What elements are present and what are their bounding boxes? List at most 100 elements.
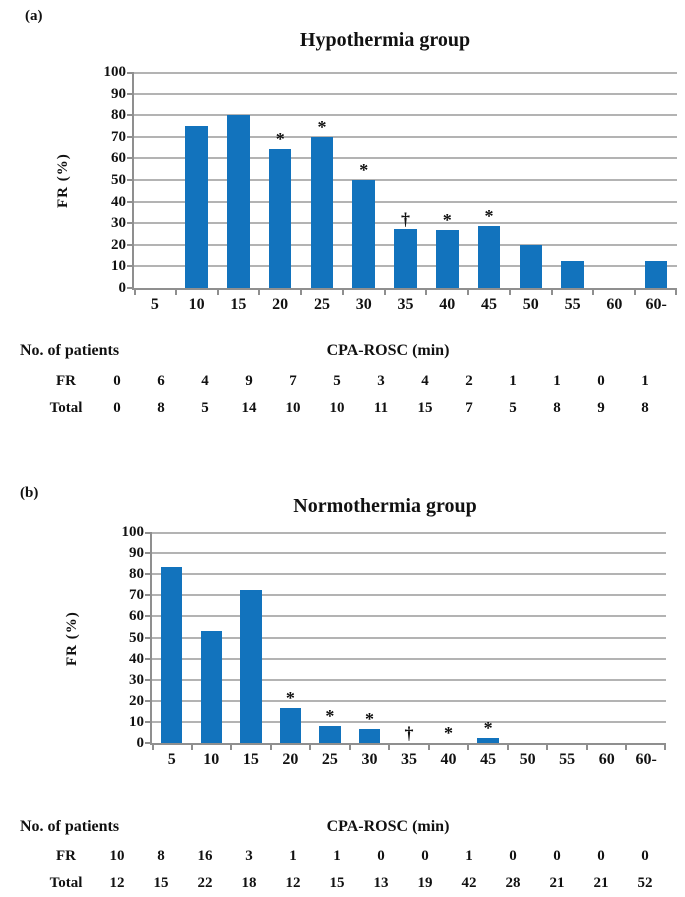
- patients-table-header: No. of patients: [20, 342, 120, 359]
- y-tick-label: 100: [103, 64, 127, 80]
- y-tick-mark: [145, 699, 152, 702]
- x-tick-label: 30: [361, 751, 378, 768]
- value-cell: 16: [197, 848, 213, 864]
- y-tick-mark: [127, 157, 134, 160]
- y-tick-label: 60: [111, 150, 126, 167]
- bar-15min: [227, 115, 250, 288]
- value-cell: 0: [641, 848, 649, 864]
- significance-asterisk: *: [317, 116, 327, 137]
- bar-40min: [435, 230, 459, 288]
- x-tick-label: 35: [397, 296, 414, 313]
- value-cell: 21: [549, 875, 565, 891]
- value-cell: 9: [597, 400, 605, 416]
- y-tick-label: 60: [129, 608, 144, 625]
- x-tick-label: 20: [272, 296, 289, 313]
- panel-normothermia: (b) Normothermia group FR (%) 0 10 20 30 40 5…: [0, 479, 685, 897]
- x-tick-mark: [230, 743, 233, 750]
- bar-25min: [319, 725, 341, 743]
- y-tick-mark: [145, 657, 152, 660]
- row-label: Total: [49, 875, 83, 891]
- value-cell: 0: [377, 848, 385, 864]
- value-cell: 1: [333, 848, 341, 864]
- value-cell: 0: [113, 400, 121, 416]
- x-tick-label: 60-: [645, 296, 667, 313]
- y-tick-mark: [127, 135, 134, 138]
- value-cell: 15: [417, 400, 433, 416]
- bar-50min: [519, 244, 543, 288]
- x-tick-label: 10: [203, 751, 220, 768]
- x-tick-mark: [585, 743, 588, 750]
- value-cell: 8: [553, 400, 561, 416]
- y-tick-mark: [145, 573, 152, 576]
- gridline: [152, 636, 666, 639]
- y-tick-mark: [127, 92, 134, 95]
- panel-hypothermia: (a) Hypothermia group FR (%) 0 10 20 30 40 50…: [0, 0, 685, 440]
- significance-asterisk: *: [444, 723, 454, 743]
- value-cell: 0: [113, 373, 121, 389]
- y-tick-mark: [145, 594, 152, 597]
- significance-asterisk: *: [364, 708, 374, 729]
- significance-asterisk: *: [359, 160, 369, 180]
- value-cell: 42: [461, 875, 477, 891]
- y-tick-label: 20: [129, 692, 144, 709]
- x-tick-label: 50: [519, 751, 536, 768]
- gridline: [152, 699, 666, 702]
- x-tick-mark: [341, 288, 344, 295]
- table-row-fr: FR 10 8 16 3 1 1 0 0 1 0 0 0 0: [0, 843, 685, 870]
- x-tick-mark: [300, 288, 303, 295]
- bar-10min: [200, 630, 222, 743]
- x-tick-label: 60: [598, 751, 615, 768]
- value-cell: 9: [245, 373, 253, 389]
- value-cell: 10: [329, 400, 345, 416]
- row-values: 0 6 4 9 7 5 3 4 2 1 1 0 1: [95, 368, 667, 395]
- row-values: 10 8 16 3 1 1 0 0 1 0 0 0 0: [95, 843, 667, 870]
- value-cell: 28: [505, 875, 521, 891]
- bar-5min: [161, 567, 183, 743]
- x-tick-label: 25: [313, 296, 330, 313]
- x-tick-mark: [348, 743, 351, 750]
- y-tick-label: 10: [111, 258, 126, 275]
- bar-55min: [561, 261, 584, 288]
- y-tick-mark: [145, 742, 152, 744]
- x-axis-title: CPA-ROSC (min): [326, 818, 450, 835]
- significance-asterisk: *: [285, 687, 295, 708]
- value-cell: 7: [289, 373, 297, 389]
- x-tick-label: 40: [440, 751, 457, 768]
- gridline: [152, 594, 666, 597]
- patients-table-normothermia: FR 10 8 16 3 1 1 0 0 1 0 0 0 0 Total 12 15 22 18 12 15 13 19 42…: [0, 843, 685, 897]
- x-tick-mark: [506, 743, 509, 750]
- gridline: [152, 720, 666, 723]
- y-tick-label: 20: [111, 236, 126, 253]
- x-tick-label: 20: [282, 751, 299, 768]
- y-tick-label: 0: [136, 735, 145, 751]
- value-cell: 0: [509, 848, 517, 864]
- plot-area-normothermia: 0 10 20 30 40 50 60 70 80 90 100 5 10 15 * 20 * 25 * 30 † 35 *…: [122, 524, 666, 768]
- gridline: [134, 114, 677, 117]
- value-cell: 52: [637, 875, 653, 891]
- gridline: [134, 222, 677, 225]
- value-cell: 1: [509, 373, 517, 389]
- table-row-fr: FR 0 6 4 9 7 5 3 4 2 1 1 0 1: [0, 368, 685, 395]
- y-tick-label: 100: [121, 524, 145, 540]
- bar-20min: [279, 707, 302, 743]
- value-cell: 3: [377, 373, 385, 389]
- x-tick-mark: [388, 743, 391, 750]
- value-cell: 5: [333, 373, 341, 389]
- x-tick-label: 40: [439, 296, 456, 313]
- table-row-total: Total 0 8 5 14 10 10 11 15 7 5 8 9 8: [0, 395, 685, 422]
- table-header-row: No. of patients CPA-ROSC (min): [0, 818, 685, 840]
- y-tick-mark: [127, 179, 134, 181]
- patients-table-header: No. of patients: [20, 818, 120, 835]
- chart-title-normothermia: Normothermia group: [293, 495, 477, 517]
- y-tick-mark: [145, 678, 152, 681]
- bar-45min: [477, 226, 501, 288]
- gridline: [152, 552, 666, 555]
- y-tick-mark: [127, 114, 134, 117]
- value-cell: 10: [285, 400, 301, 416]
- value-cell: 19: [417, 875, 433, 891]
- gridline: [134, 135, 677, 138]
- y-tick-label: 30: [129, 671, 144, 688]
- value-cell: 5: [509, 400, 517, 416]
- x-tick-label: 35: [400, 751, 417, 768]
- patients-table-hypothermia: FR 0 6 4 9 7 5 3 4 2 1 1 0 1 Total 0 8 5 14 10 10 11 15 7 5 8 9 8: [0, 368, 685, 422]
